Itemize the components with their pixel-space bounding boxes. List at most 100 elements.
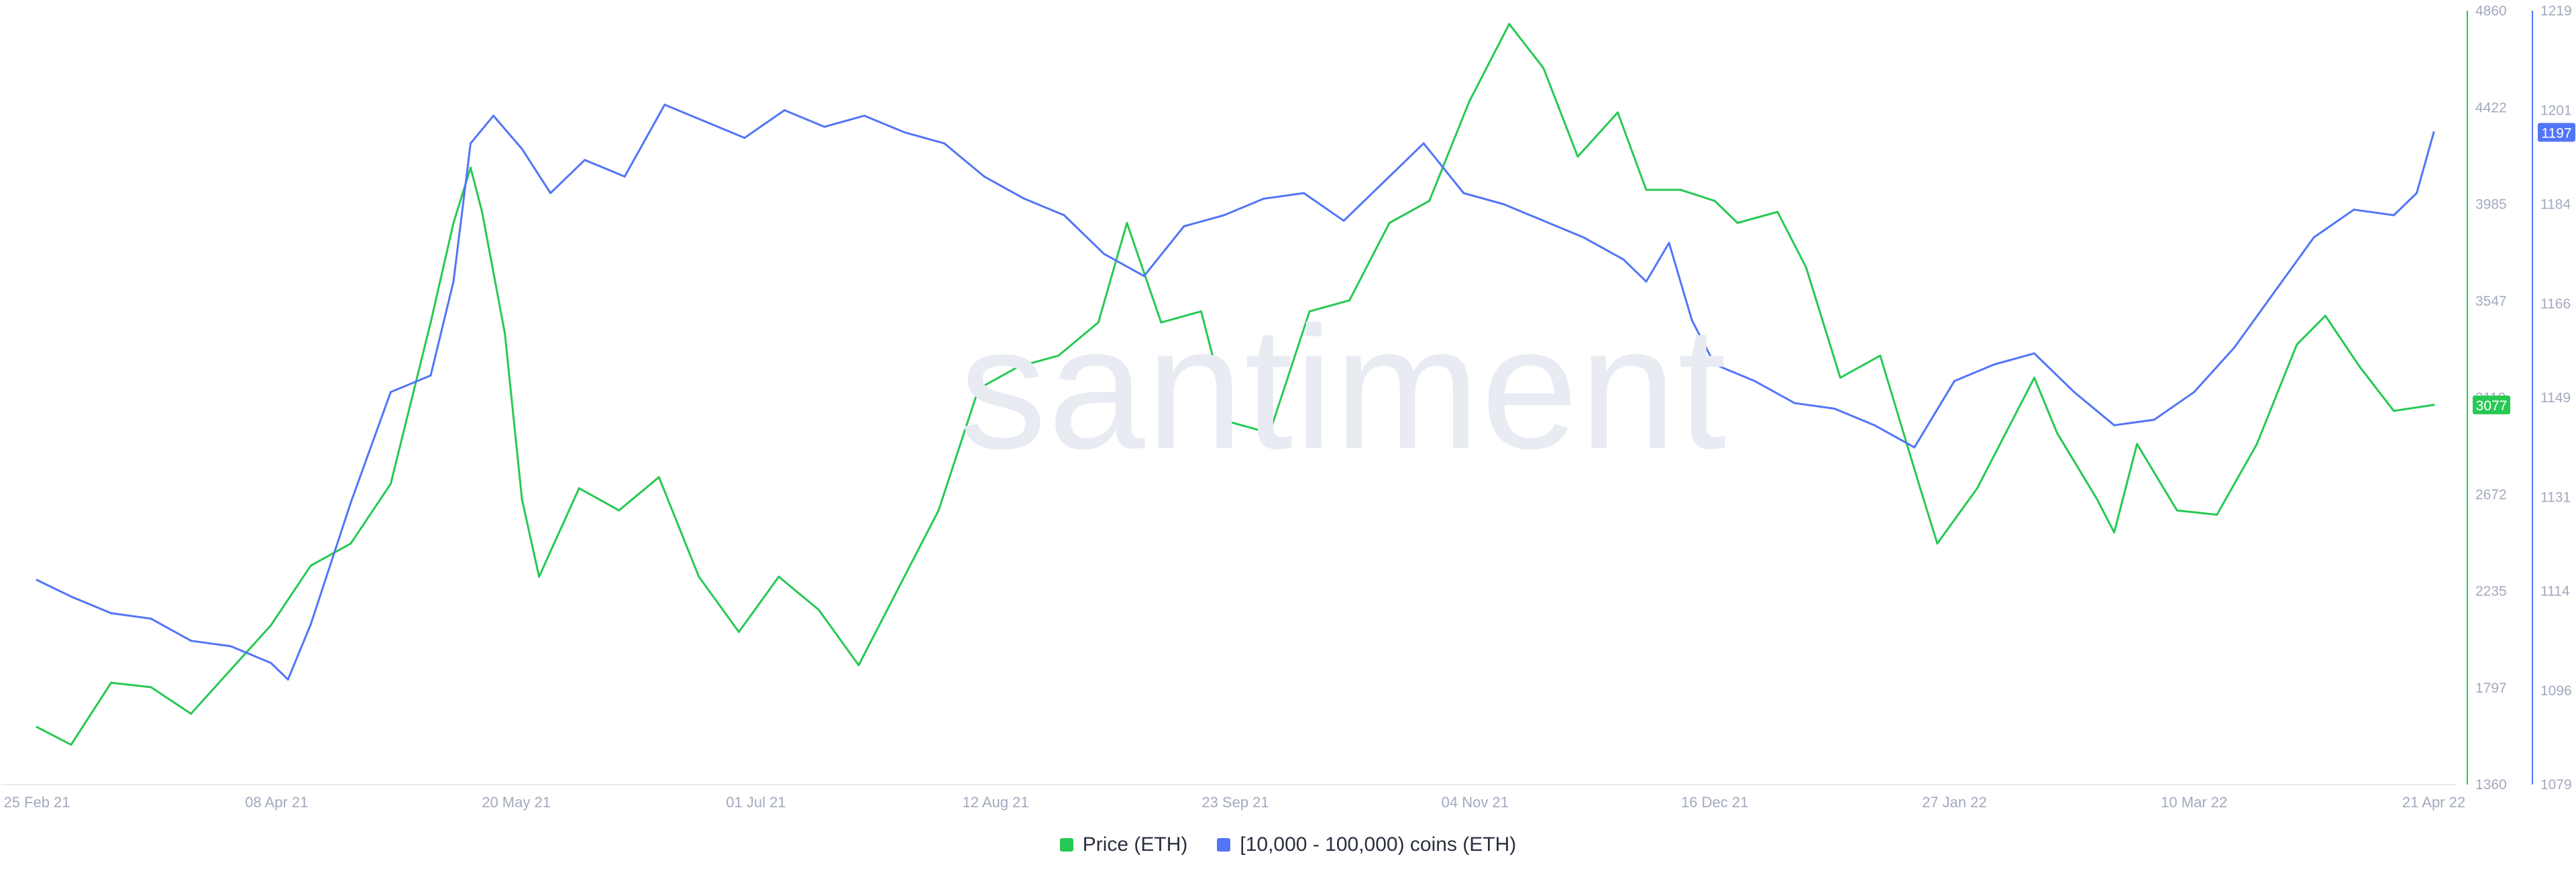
price-data-point (1228, 420, 1231, 423)
price-data-point (698, 575, 700, 578)
holders-data-point (2073, 391, 2076, 394)
price-data-point (309, 565, 312, 567)
x-tick-label: 23 Sep 21 (1201, 794, 1269, 811)
holders-data-point (521, 148, 523, 150)
price-axis-tick-label: 1797 (2475, 681, 2507, 696)
holders-data-point (150, 618, 152, 620)
price-data-point (977, 388, 980, 390)
price-axis-tick-label: 4422 (2475, 100, 2507, 115)
legend-item-price[interactable]: Price (ETH) (1059, 833, 1188, 856)
price-data-point (110, 681, 113, 684)
price-data-point (429, 321, 432, 324)
price-data-point (1160, 321, 1163, 324)
holders-data-point (983, 175, 985, 178)
holders-data-point (1383, 181, 1385, 183)
holders-data-point (2153, 418, 2155, 421)
holders-axis-tick-label: 1131 (2540, 489, 2571, 505)
holders-axis-tick-label: 1079 (2540, 777, 2572, 793)
price-data-point (1679, 188, 1682, 191)
price-data-point (2176, 509, 2178, 512)
price-data-point (1736, 222, 1739, 224)
holders-axis-tick-label: 1149 (2540, 390, 2571, 406)
price-data-point (2056, 432, 2058, 434)
holders-data-point (1873, 424, 1876, 426)
holders-data-point (429, 374, 432, 377)
price-data-point (937, 509, 940, 512)
price-data-point (1097, 321, 1099, 324)
holders-data-point (1582, 236, 1585, 239)
holders-data-point (1953, 380, 1955, 382)
holders-data-point (1668, 241, 1670, 244)
price-data-point (538, 575, 541, 578)
holders-data-point (823, 125, 826, 128)
price-current-badge-bg (2473, 395, 2510, 414)
price-data-point (270, 624, 272, 627)
legend-swatch-price (1059, 838, 1073, 852)
price-data-point (1388, 222, 1391, 224)
holders-axis-tick-label: 1166 (2540, 296, 2571, 312)
holders-data-point (903, 131, 906, 133)
holders-data-point (743, 137, 746, 139)
price-data-point (1576, 156, 1579, 158)
price-data-point (1468, 100, 1470, 103)
price-data-point (737, 631, 740, 633)
holders-data-point (309, 623, 312, 626)
price-data-point (2296, 343, 2298, 346)
holders-data-point (270, 662, 272, 664)
price-axis-tick-label: 4860 (2475, 3, 2507, 19)
price-axis-tick-label: 3985 (2475, 197, 2507, 213)
legend-label-price: Price (ETH) (1082, 833, 1188, 856)
holders-data-point (1793, 402, 1796, 404)
price-data-point (70, 744, 72, 746)
price-data-point (2324, 314, 2326, 317)
price-data-point (229, 668, 232, 670)
holders-data-point (1645, 280, 1648, 283)
holders-data-point (2273, 291, 2275, 294)
x-tick-label: 12 Aug 21 (963, 794, 1029, 811)
holders-data-point (452, 280, 455, 283)
price-axis-tick-label: 2235 (2475, 584, 2507, 599)
price-data-point (2096, 498, 2098, 501)
x-tick-label: 25 Feb 21 (3, 794, 70, 811)
price-data-point (1617, 111, 1619, 114)
holders-data-point (1303, 192, 1305, 194)
price-data-point (1713, 200, 1716, 202)
holders-data-point (1263, 197, 1265, 200)
holders-data-point (470, 142, 472, 145)
price-data-point (1508, 23, 1511, 25)
price-data-point (1348, 299, 1351, 302)
price-data-point (36, 725, 38, 728)
holders-data-point (1142, 275, 1145, 278)
holders-data-point (492, 115, 495, 117)
holders-data-point (2312, 236, 2315, 239)
holders-data-point (1502, 203, 1505, 205)
price-data-point (150, 686, 152, 689)
price-data-point (2113, 531, 2116, 534)
holders-data-point (1223, 214, 1225, 217)
holders-data-point (1754, 380, 1756, 382)
holders-axis-tick-label: 1219 (2540, 3, 2572, 19)
holders-current-badge-label: 1197 (2541, 125, 2571, 141)
holders-data-point (2416, 192, 2418, 194)
price-data-point (1976, 487, 1978, 489)
holders-data-point (2033, 352, 2035, 355)
price-data-point (777, 575, 780, 578)
holders-data-point (863, 115, 865, 117)
holders-data-point (1462, 192, 1465, 194)
price-series-line[interactable] (36, 23, 2434, 746)
price-data-point (2033, 376, 2035, 379)
holders-data-point (1622, 258, 1625, 261)
price-data-point (1017, 365, 1020, 368)
price-axis-tick-label: 2672 (2475, 487, 2507, 502)
price-data-point (2216, 514, 2218, 516)
x-tick-label: 01 Jul 21 (726, 794, 786, 811)
legend-item-holders[interactable]: [10,000 - 100,000) coins (ETH) (1217, 833, 1516, 856)
holders-data-point (1023, 197, 1026, 200)
price-data-point (2255, 443, 2258, 445)
x-tick-label: 27 Jan 22 (1922, 794, 1987, 811)
holders-data-point (1422, 142, 1425, 145)
x-tick-label: 16 Dec 21 (1681, 794, 1748, 811)
price-data-point (1936, 542, 1939, 545)
holders-data-point (1342, 219, 1345, 222)
